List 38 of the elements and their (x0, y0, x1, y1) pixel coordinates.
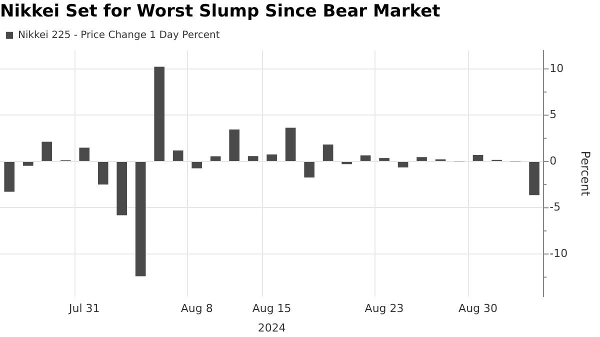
x-tick-label: Aug 8 (180, 302, 213, 316)
x-tick-label: Aug 23 (364, 302, 404, 316)
x-tick-label: Aug 15 (252, 302, 292, 316)
legend-label: Nikkei 225 - Price Change 1 Day Percent (18, 30, 220, 41)
y-tick-label: -10 (550, 246, 568, 260)
bar (4, 162, 15, 192)
x-axis-title: 2024 (258, 321, 286, 334)
y-tick-label: 10 (550, 62, 564, 75)
bar (42, 142, 52, 161)
bar (529, 162, 540, 196)
bar (322, 144, 334, 161)
bar (472, 154, 484, 161)
bar (285, 128, 296, 161)
bar (79, 148, 90, 161)
bar (172, 150, 184, 161)
bar (248, 156, 258, 161)
bar (304, 162, 314, 178)
x-tick-label: Aug 30 (458, 302, 498, 316)
bar (360, 155, 371, 161)
bar (135, 162, 146, 276)
x-tick-label: Jul 31 (68, 302, 100, 316)
bar (192, 162, 202, 168)
bar (266, 154, 277, 161)
bar (98, 162, 108, 185)
bar (210, 156, 221, 161)
bar (229, 130, 240, 161)
y-tick-label: 5 (550, 108, 557, 122)
y-tick-label: -5 (550, 200, 561, 214)
y-tick-label: 0 (550, 154, 557, 168)
bar (379, 158, 390, 161)
bar (416, 157, 427, 161)
chart-title: Nikkei Set for Worst Slump Since Bear Market (0, 2, 440, 22)
bar (22, 162, 34, 166)
bar (116, 162, 128, 216)
bar (154, 66, 164, 161)
bar (342, 162, 352, 164)
bar (398, 162, 408, 168)
y-axis-title: Percent (578, 150, 593, 196)
